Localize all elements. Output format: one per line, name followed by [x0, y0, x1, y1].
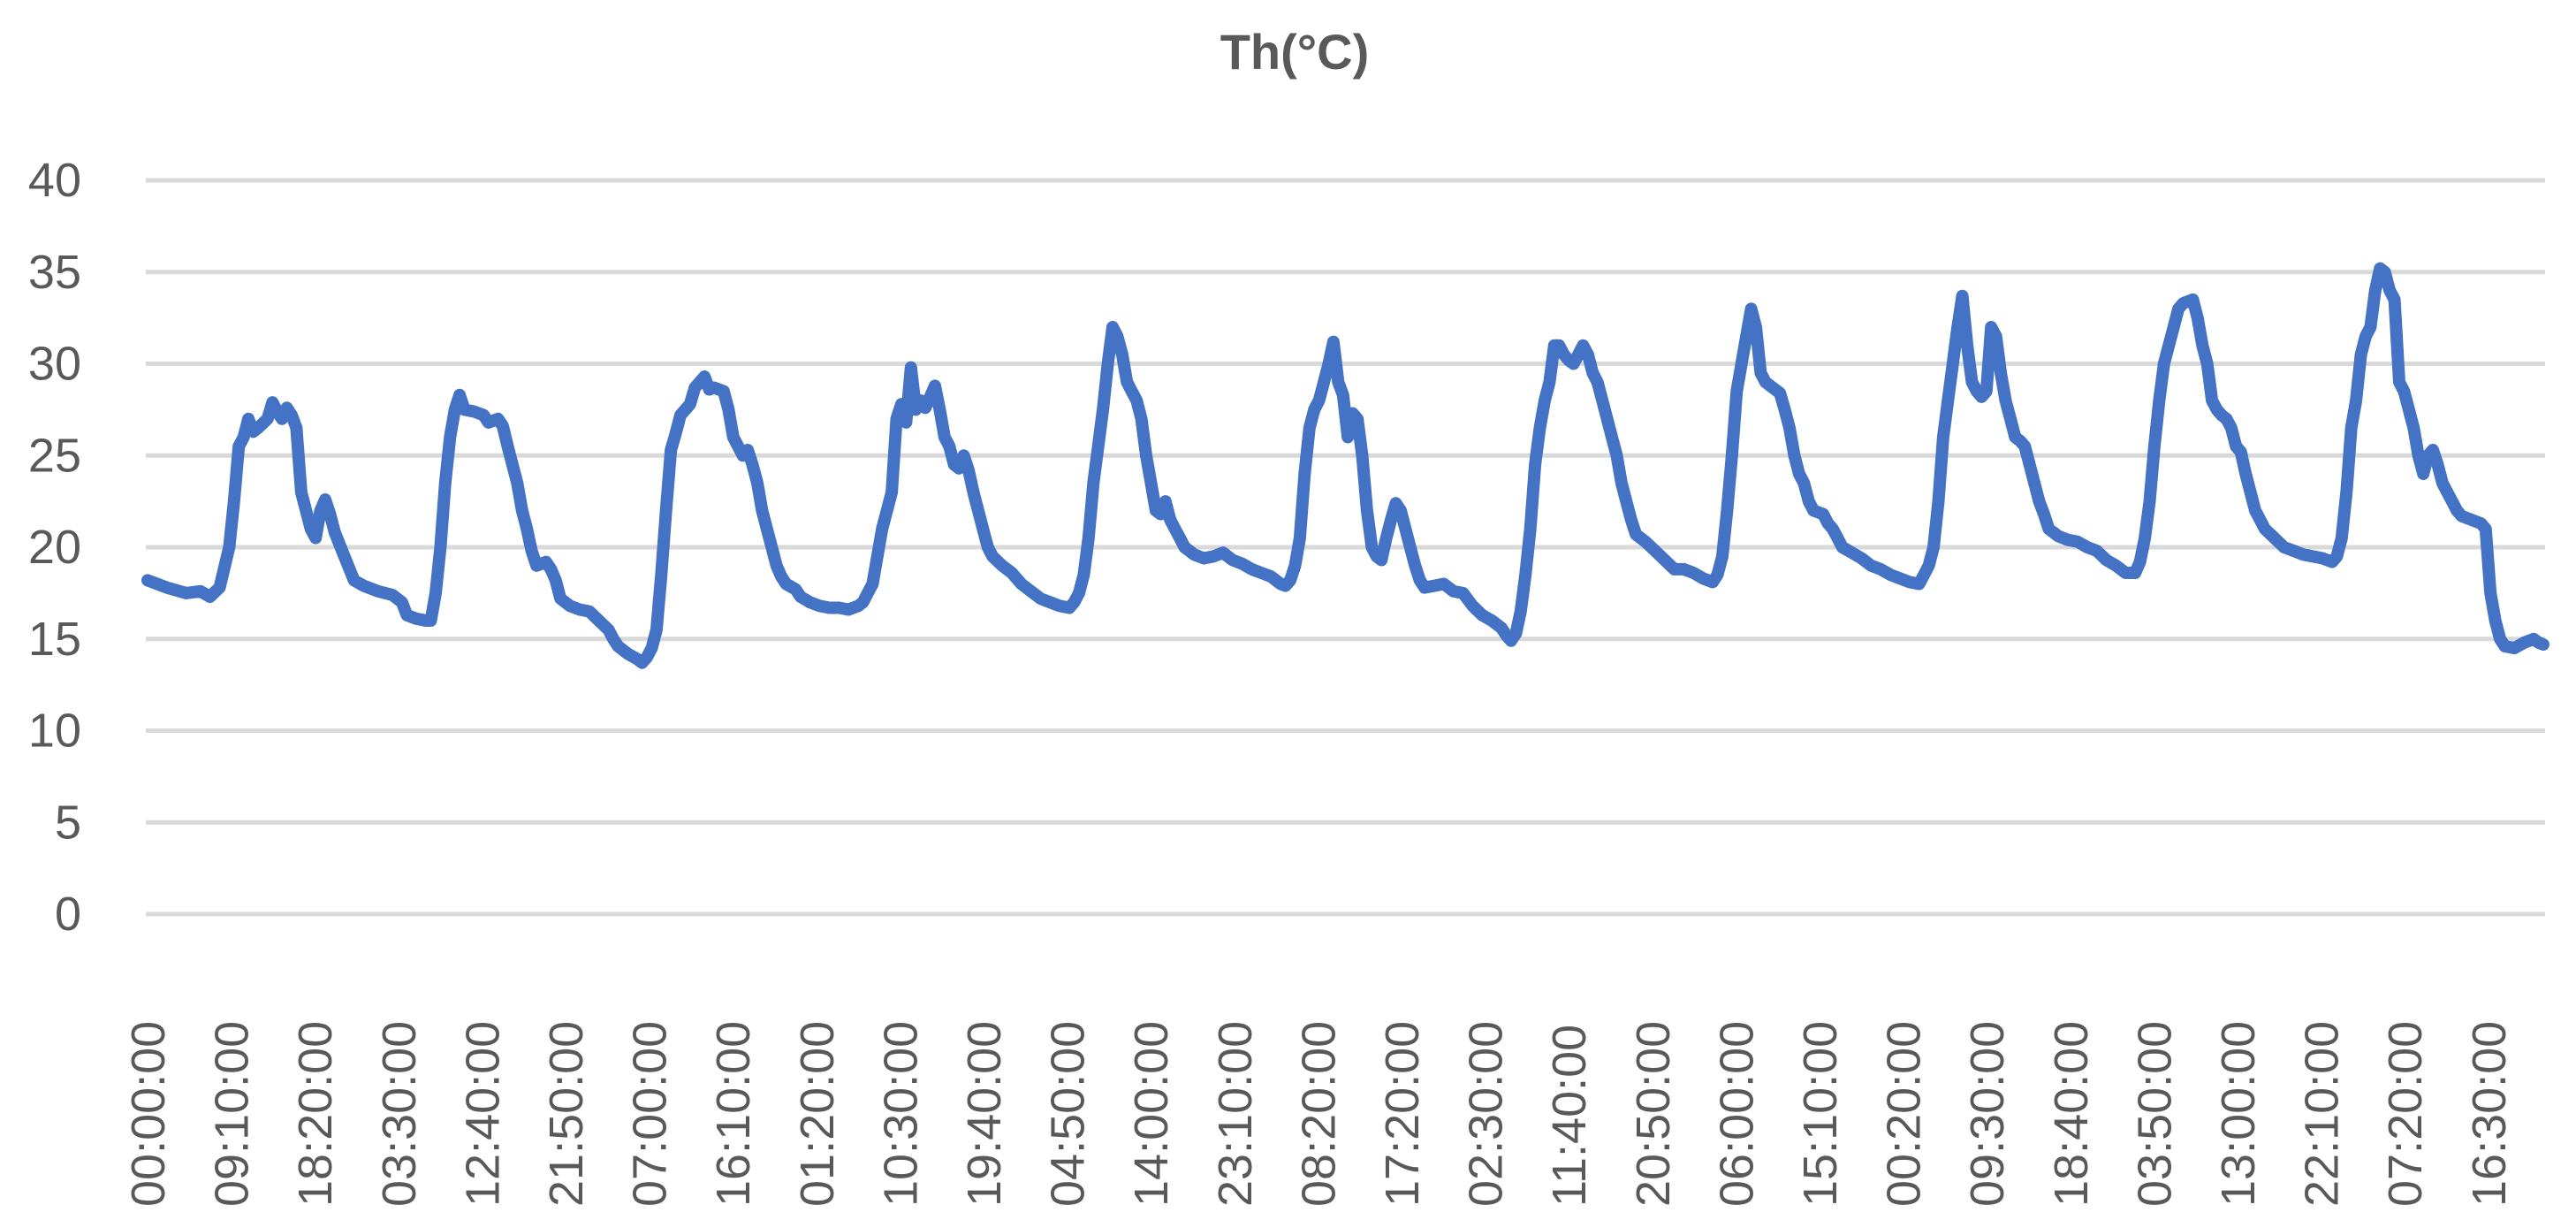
x-tick-label: 09:30:00	[1961, 1021, 2014, 1207]
y-tick-label: 40	[28, 154, 81, 207]
x-tick-label: 03:50:00	[2128, 1021, 2181, 1207]
y-axis-ticks: 0 5 10 15 20 25 30 35 40	[28, 154, 81, 941]
y-tick-label: 25	[28, 429, 81, 482]
y-tick-label: 20	[28, 521, 81, 574]
y-tick-label: 5	[55, 796, 81, 849]
x-tick-label: 02:30:00	[1460, 1021, 1513, 1207]
x-tick-label: 22:10:00	[2296, 1021, 2349, 1207]
x-tick-label: 06:00:00	[1710, 1021, 1763, 1207]
y-tick-label: 15	[28, 613, 81, 666]
x-tick-label: 14:00:00	[1125, 1021, 1178, 1207]
x-tick-label: 19:40:00	[958, 1021, 1011, 1207]
x-tick-label: 04:50:00	[1042, 1021, 1095, 1207]
x-tick-label: 09:10:00	[206, 1021, 259, 1207]
x-tick-label: 00:20:00	[1878, 1021, 1931, 1207]
series-line	[141, 262, 2549, 669]
x-tick-label: 16:10:00	[707, 1021, 760, 1207]
chart-title: Th(°C)	[1220, 24, 1370, 80]
x-tick-label: 18:20:00	[289, 1021, 342, 1207]
x-tick-label: 20:50:00	[1627, 1021, 1680, 1207]
x-tick-label: 07:00:00	[624, 1021, 677, 1207]
y-tick-label: 0	[55, 888, 81, 941]
x-axis-ticks: 00:00:00 09:10:00 18:20:00 03:30:00 12:40:00…	[122, 1021, 2516, 1207]
x-tick-label: 16:30:00	[2463, 1021, 2516, 1207]
grid-lines	[146, 178, 2545, 917]
y-tick-label: 35	[28, 246, 81, 299]
x-tick-label: 10:30:00	[874, 1021, 927, 1207]
x-tick-label: 08:20:00	[1292, 1021, 1345, 1207]
x-tick-label: 11:40:00	[1543, 1025, 1596, 1207]
x-tick-label: 07:20:00	[2379, 1021, 2432, 1207]
x-tick-label: 01:20:00	[791, 1021, 844, 1207]
x-tick-label: 12:40:00	[456, 1021, 509, 1207]
y-tick-label: 10	[28, 705, 81, 758]
x-tick-label: 21:50:00	[540, 1021, 593, 1207]
x-tick-label: 15:10:00	[1794, 1021, 1847, 1207]
x-tick-label: 23:10:00	[1209, 1021, 1262, 1207]
x-tick-label: 17:20:00	[1376, 1021, 1429, 1207]
x-tick-label: 00:00:00	[122, 1021, 175, 1207]
x-tick-label: 18:40:00	[2045, 1021, 2098, 1207]
x-tick-label: 13:00:00	[2212, 1021, 2265, 1207]
y-tick-label: 30	[28, 338, 81, 391]
x-tick-label: 03:30:00	[373, 1021, 426, 1207]
